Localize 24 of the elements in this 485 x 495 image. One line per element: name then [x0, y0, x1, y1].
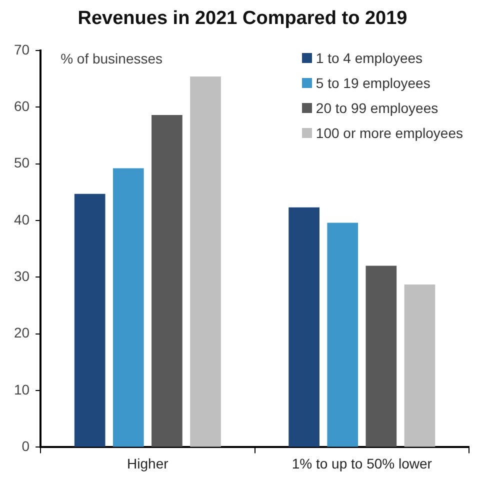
legend-label: 100 or more employees — [316, 125, 463, 141]
bar — [327, 222, 358, 447]
bar — [366, 266, 397, 447]
bar — [152, 115, 182, 447]
y-tick-label: 0 — [22, 438, 30, 454]
bar — [404, 284, 436, 447]
y-tick-label: 50 — [14, 154, 30, 171]
y-axis-title: % of businesses — [60, 50, 163, 66]
y-tick-label: 20 — [14, 324, 30, 341]
y-tick-label: 30 — [14, 268, 30, 284]
x-tick-label: 1% to up to 50% lower — [292, 455, 432, 472]
y-tick-label: 10 — [14, 381, 30, 398]
legend-label: 1 to 4 employees — [316, 50, 423, 66]
bar — [112, 168, 144, 447]
y-tick-label: 60 — [14, 98, 30, 114]
bar — [190, 76, 221, 447]
bar — [74, 194, 106, 447]
legend-label: 20 to 99 employees — [316, 100, 438, 116]
legend-label: 5 to 19 employees — [316, 75, 430, 91]
bar — [288, 207, 320, 447]
y-tick-label: 40 — [14, 211, 30, 228]
chart-title: Revenues in 2021 Compared to 2019 — [76, 8, 408, 30]
y-tick-label: 70 — [14, 41, 30, 58]
x-tick-label: Higher — [127, 455, 169, 472]
